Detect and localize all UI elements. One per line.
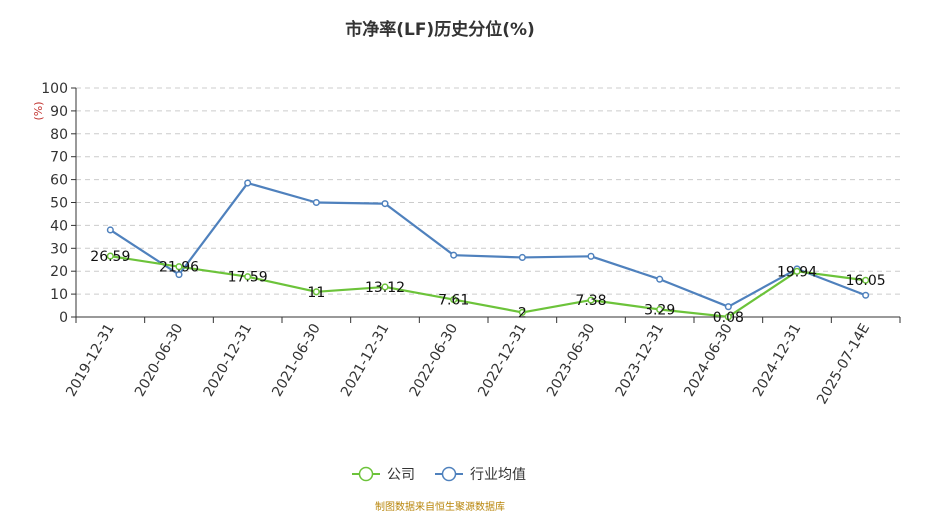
data-label: 11	[307, 285, 325, 301]
data-point	[656, 275, 664, 283]
y-tick-label: 30	[50, 241, 68, 257]
y-tick-label: 100	[41, 81, 68, 97]
data-point	[381, 283, 389, 291]
grid-lines	[76, 87, 900, 295]
data-point	[518, 308, 526, 316]
x-tick-label: 2022-12-31	[475, 321, 530, 399]
series-line-公司	[110, 255, 866, 318]
x-tick-label: 2020-06-30	[132, 321, 187, 399]
data-point	[244, 273, 252, 281]
data-point	[175, 271, 183, 279]
y-tick-label: 0	[59, 310, 68, 326]
data-label: 21.96	[159, 260, 199, 276]
data-label: 26.59	[90, 249, 130, 265]
x-tick-label: 2021-12-31	[338, 321, 393, 399]
y-axis: 0 10 20 30 40 50 60 70 80 90 100	[41, 81, 77, 326]
data-labels: 26.59 21.96 17.59 11 13.12 7.61 2 7.38 3.29 0.08 1…	[90, 249, 885, 326]
chart-title: 市净率(LF)历史分位(%)	[345, 19, 535, 40]
data-point	[793, 267, 801, 275]
data-point	[587, 296, 595, 304]
x-tick-label: 2024-12-31	[750, 321, 805, 399]
legend-label: 公司	[387, 467, 415, 483]
data-label: 13.12	[365, 280, 405, 296]
x-tick-label: 2024-06-30	[681, 321, 736, 399]
y-tick-label: 20	[50, 264, 68, 280]
data-point	[244, 179, 252, 187]
y-tick-label: 60	[50, 173, 68, 189]
data-label: 0.08	[713, 310, 744, 326]
y-tick-label: 40	[50, 218, 68, 234]
data-point	[175, 263, 183, 271]
x-axis: 2019-12-31 2020-06-30 2020-12-31 2021-06-30…	[63, 316, 901, 407]
x-tick-label: 2023-06-30	[544, 321, 599, 399]
data-point	[587, 252, 595, 260]
data-point	[450, 251, 458, 259]
y-tick-label: 80	[50, 127, 68, 143]
series-group	[106, 179, 870, 321]
legend-label: 行业均值	[470, 467, 526, 483]
data-point	[381, 200, 389, 208]
y-axis-unit: (%)	[32, 101, 45, 120]
data-source-note: 制图数据来自恒生聚源数据库	[375, 500, 505, 513]
x-tick-label: 2019-12-31	[63, 321, 118, 399]
x-tick-label: 2021-06-30	[269, 321, 324, 399]
data-label: 2	[518, 305, 527, 321]
data-point	[656, 305, 664, 314]
legend[interactable]: 公司 行业均值	[352, 466, 526, 483]
y-tick-label: 70	[50, 150, 68, 166]
data-point	[862, 291, 870, 299]
data-label: 3.29	[644, 302, 675, 318]
data-point	[312, 198, 320, 207]
data-point	[862, 276, 870, 284]
data-point	[724, 303, 732, 311]
data-point	[106, 226, 114, 234]
data-label: 7.38	[575, 293, 606, 309]
data-label: 17.59	[228, 270, 268, 286]
x-tick-label: 2023-12-31	[613, 321, 668, 399]
y-tick-label: 50	[50, 196, 68, 212]
data-point	[518, 253, 526, 262]
y-tick-label: 90	[50, 104, 68, 120]
data-label: 19.94	[777, 264, 817, 280]
series-line-行业均值	[109, 181, 867, 308]
x-tick-label: 2022-06-30	[407, 321, 462, 399]
x-tick-label: 2025-07-14E	[814, 321, 873, 407]
legend-marker	[441, 466, 457, 482]
data-point	[724, 313, 732, 321]
legend-marker	[358, 466, 374, 482]
x-tick-label: 2020-12-31	[201, 321, 256, 399]
data-point	[450, 296, 458, 304]
legend-item[interactable]: 公司	[352, 466, 415, 483]
data-point	[312, 288, 320, 296]
y-tick-label: 10	[50, 287, 68, 303]
data-label: 7.61	[438, 293, 469, 309]
legend-item[interactable]: 行业均值	[435, 466, 526, 483]
data-point	[106, 252, 114, 260]
data-label: 16.05	[846, 273, 886, 289]
